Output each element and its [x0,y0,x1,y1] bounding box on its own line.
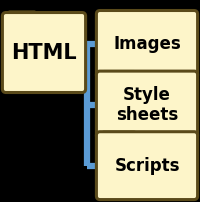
FancyBboxPatch shape [103,72,135,84]
FancyBboxPatch shape [96,132,198,200]
FancyBboxPatch shape [2,13,86,93]
FancyBboxPatch shape [103,132,135,145]
FancyBboxPatch shape [9,12,35,25]
Text: Scripts: Scripts [114,157,180,175]
Text: Images: Images [113,35,181,54]
Text: Style
sheets: Style sheets [116,86,178,124]
FancyBboxPatch shape [96,11,198,78]
Text: HTML: HTML [11,42,77,63]
FancyBboxPatch shape [96,71,198,139]
FancyBboxPatch shape [103,11,135,23]
